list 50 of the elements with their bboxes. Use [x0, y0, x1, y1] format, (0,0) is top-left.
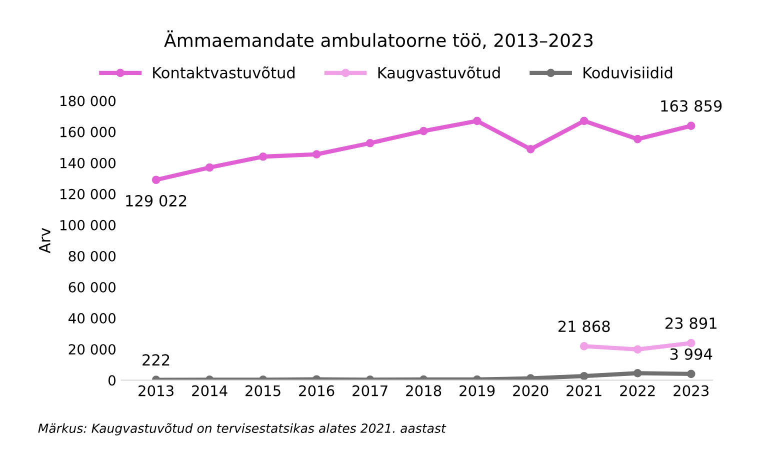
x-tick-label: 2018: [406, 385, 442, 396]
x-tick-label: 2013: [138, 385, 174, 396]
point: [633, 345, 642, 354]
y-tick-label: 0: [108, 375, 116, 386]
point: [580, 342, 588, 350]
point: [686, 338, 696, 348]
x-tick-label: 2017: [352, 385, 388, 396]
y-axis-title: Arv: [39, 228, 50, 254]
data-label: 21 868: [558, 320, 610, 332]
point: [633, 368, 642, 378]
x-tick-label: 2022: [620, 385, 655, 396]
data-label: 222: [142, 354, 170, 366]
x-tick-label: 2016: [299, 385, 334, 396]
x-tick-label: 2019: [460, 385, 495, 396]
point: [258, 152, 268, 161]
chart-title: Ämmaemandate ambulatoorne töö, 2013–2023: [164, 30, 593, 49]
y-tick-label: 180 000: [60, 96, 116, 106]
y-tick-label: 100 000: [60, 220, 116, 230]
y-tick-label: 40 000: [68, 313, 116, 324]
x-tick-label: 2014: [192, 385, 228, 396]
data-label: 129 022: [126, 194, 186, 207]
text: Märkus: Kaugvastuvõtud on tervisestatsikas alates 2021. aastast: [38, 423, 446, 436]
data-label: 23 891: [666, 317, 716, 329]
point: [686, 370, 696, 378]
y-tick-label: 120 000: [60, 188, 116, 200]
point: [312, 150, 321, 158]
legend-label: Kaugvastuvõtud: [378, 66, 500, 82]
point: [580, 372, 588, 380]
point: [686, 122, 696, 130]
y-tick-label: 80 000: [68, 250, 116, 262]
point: [419, 126, 428, 136]
point: [472, 116, 482, 126]
point: [152, 176, 160, 184]
x-tick-label: 2021: [566, 385, 602, 396]
point: [205, 163, 214, 172]
point: [580, 116, 588, 126]
point: [526, 145, 535, 154]
y-tick-label: 20 000: [68, 344, 116, 355]
point: [366, 138, 374, 148]
x-tick-label: 2023: [674, 385, 709, 396]
y-tick-label: 140 000: [60, 158, 116, 168]
x-tick-label: 2020: [513, 385, 548, 396]
data-label: 163 859: [661, 100, 722, 112]
y-tick-label: 60 000: [68, 282, 116, 292]
x-tick-label: 2015: [246, 385, 280, 396]
point: [633, 134, 642, 144]
data-label: 3 994: [670, 348, 712, 360]
legend-label: Koduvisiidid: [584, 66, 672, 78]
legend-label: Kontaktvastuvõtud: [153, 66, 294, 78]
y-tick-label: 160 000: [60, 126, 116, 138]
